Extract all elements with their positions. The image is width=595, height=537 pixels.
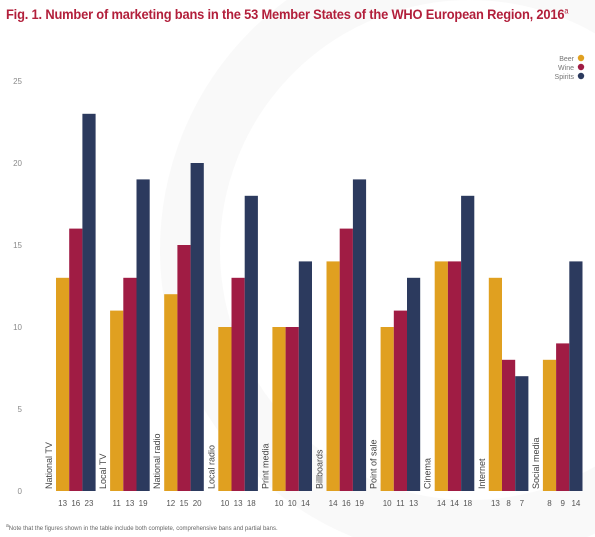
value-labels: 13 16 23 11 13 19 12 15 20 10 13 18 10 10 14 14 16 19 10 11…	[58, 499, 581, 508]
value-label: 11	[113, 499, 122, 508]
value-label: 18	[247, 499, 256, 508]
category-label: Billboards	[315, 449, 325, 489]
value-label: 14	[329, 499, 338, 508]
value-label: 18	[463, 499, 472, 508]
value-label: 8	[547, 499, 552, 508]
bar-spirits-cinema	[461, 195, 475, 492]
value-label: 14	[437, 499, 446, 508]
bar-wine-point-of-sale	[393, 310, 407, 491]
category-label: Point of sale	[369, 439, 379, 489]
bar-wine-cinema	[447, 261, 462, 491]
figure-title-text: Number of marketing bans in the 53 Membe…	[45, 6, 565, 22]
value-label: 14	[571, 499, 580, 508]
y-tick-label: 0	[18, 487, 23, 496]
footnote-marker: a	[6, 523, 9, 529]
footnote-text: Note that the figures shown in the table…	[8, 526, 278, 532]
figure-number: Fig. 1.	[6, 6, 42, 22]
y-tick-label: 5	[18, 405, 23, 414]
bar-spirits-print-media	[298, 261, 312, 491]
value-label: 13	[234, 499, 243, 508]
category-label: Print media	[260, 443, 270, 489]
category-label: Local TV	[98, 454, 108, 489]
value-label: 8	[506, 499, 511, 508]
value-label: 10	[383, 499, 392, 508]
category-label: Social media	[531, 437, 541, 489]
figure-title: Fig. 1. Number of marketing bans in the …	[6, 6, 568, 22]
legend-label-beer: Beer	[559, 56, 574, 63]
value-label: 14	[450, 499, 459, 508]
category-label: National radio	[152, 433, 162, 489]
value-label: 20	[193, 499, 202, 508]
value-label: 7	[520, 499, 525, 508]
value-label: 19	[355, 499, 364, 508]
category-label: Local radio	[206, 445, 216, 489]
y-tick-label: 15	[13, 241, 22, 250]
category-label: Internet	[477, 458, 487, 489]
value-label: 10	[220, 499, 229, 508]
bar-beer-print-media	[272, 327, 286, 491]
bar-wine-local-tv	[123, 277, 137, 491]
value-label: 16	[342, 499, 351, 508]
value-label: 13	[125, 499, 134, 508]
category-labels: National TV Local TV National radio Local r…	[44, 433, 541, 489]
bar-wine-social-media	[556, 343, 570, 491]
legend-label-wine: Wine	[558, 65, 574, 72]
bar-spirits-national-tv	[82, 113, 96, 492]
legend-swatch-spirits	[577, 72, 585, 80]
bar-beer-national-radio	[164, 294, 178, 491]
bar-spirits-internet	[515, 376, 529, 491]
bar-beer-point-of-sale	[380, 327, 394, 491]
bar-beer-billboards	[326, 261, 340, 491]
legend-label-spirits: Spirits	[555, 74, 575, 81]
value-label: 13	[409, 499, 418, 508]
value-label: 13	[491, 499, 500, 508]
bar-wine-print-media	[285, 327, 299, 491]
y-tick-label: 20	[13, 159, 22, 168]
bar-beer-local-radio	[218, 327, 232, 491]
bar-wine-billboards	[339, 228, 353, 491]
value-label: 9	[560, 499, 565, 508]
value-label: 14	[301, 499, 310, 508]
y-tick-label: 25	[13, 77, 22, 86]
bar-beer-internet	[488, 277, 502, 491]
value-label: 10	[288, 499, 297, 508]
value-label: 13	[58, 499, 67, 508]
legend: Beer Wine Spirits	[555, 54, 585, 81]
bar-wine-local-radio	[231, 277, 245, 491]
value-label: 16	[71, 499, 80, 508]
bar-wine-national-radio	[177, 245, 191, 491]
legend-swatch-wine	[577, 63, 585, 71]
bar-spirits-point-of-sale	[407, 277, 421, 491]
bar-spirits-local-tv	[136, 179, 150, 491]
y-tick-label: 10	[13, 323, 22, 332]
footnote: aNote that the figures shown in the tabl…	[6, 523, 591, 532]
bar-spirits-local-radio	[244, 195, 258, 492]
value-label: 12	[166, 499, 175, 508]
bar-wine-national-tv	[69, 228, 83, 491]
value-label: 23	[85, 499, 94, 508]
title-footnote-marker: a	[564, 6, 569, 16]
bar-beer-national-tv	[56, 277, 70, 491]
bar-spirits-billboards	[352, 179, 367, 491]
y-axis: 0 5 10 15 20 25	[13, 77, 22, 496]
bars	[56, 113, 583, 492]
category-label: National TV	[44, 442, 54, 489]
bar-beer-cinema	[434, 261, 448, 491]
bar-beer-local-tv	[110, 310, 124, 491]
bar-spirits-social-media	[569, 261, 583, 491]
value-label: 11	[396, 499, 405, 508]
bar-spirits-national-radio	[190, 163, 204, 491]
bar-beer-social-media	[542, 359, 557, 491]
legend-swatch-beer	[577, 54, 585, 62]
category-label: Cinema	[423, 458, 433, 489]
bar-wine-internet	[502, 359, 516, 491]
value-label: 19	[139, 499, 148, 508]
value-label: 10	[275, 499, 284, 508]
value-label: 15	[180, 499, 189, 508]
